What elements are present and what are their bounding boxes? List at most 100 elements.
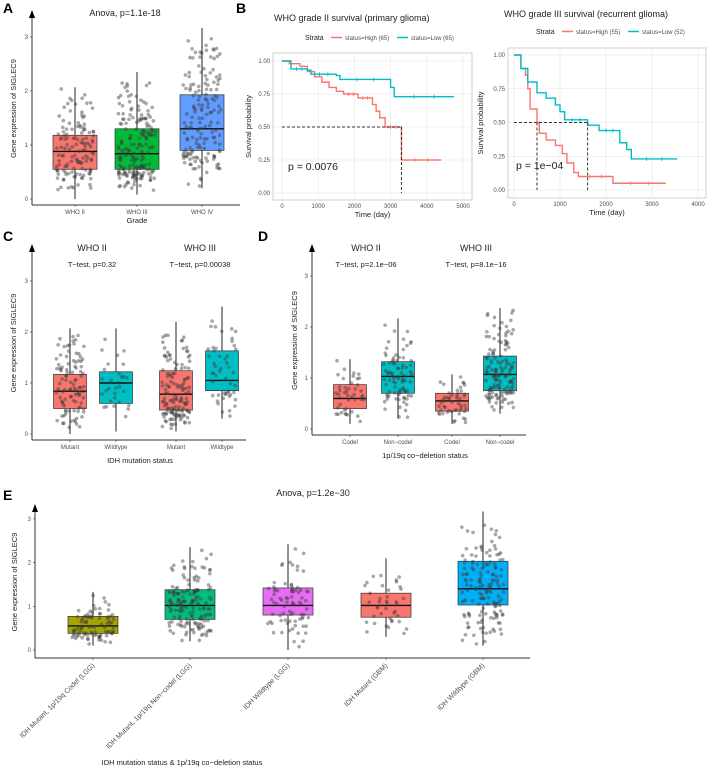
data-point xyxy=(203,73,208,78)
data-point xyxy=(191,104,196,108)
data-point xyxy=(455,396,459,400)
data-point xyxy=(408,379,413,384)
data-point xyxy=(90,616,94,620)
data-point xyxy=(384,599,389,604)
data-point xyxy=(89,630,94,635)
data-point xyxy=(82,344,86,349)
data-point xyxy=(452,420,456,424)
data-point xyxy=(60,377,64,381)
data-point xyxy=(473,585,478,590)
data-point xyxy=(93,630,97,634)
data-point xyxy=(502,387,507,391)
data-point xyxy=(506,345,511,350)
y-tick-label: 0.50 xyxy=(493,121,505,127)
data-point xyxy=(67,409,72,413)
data-point xyxy=(199,614,204,618)
data-point xyxy=(178,601,183,606)
data-point xyxy=(493,356,497,360)
data-point xyxy=(442,398,446,403)
data-point xyxy=(474,642,479,646)
data-point xyxy=(110,629,115,633)
data-point xyxy=(84,154,88,158)
data-point xyxy=(173,367,178,371)
data-point xyxy=(195,623,199,627)
data-point xyxy=(83,614,88,618)
data-point xyxy=(458,403,463,408)
data-point xyxy=(283,581,288,586)
data-point xyxy=(458,375,463,379)
data-point xyxy=(463,578,467,582)
data-point xyxy=(471,559,475,564)
data-point xyxy=(113,396,117,400)
data-point xyxy=(113,391,117,396)
data-point xyxy=(185,349,190,354)
data-point xyxy=(99,638,104,643)
data-point xyxy=(225,361,229,365)
data-point xyxy=(180,589,185,594)
data-point xyxy=(172,413,177,417)
data-point xyxy=(181,346,186,351)
data-point xyxy=(355,376,360,381)
y-tick-label: 3 xyxy=(305,274,309,280)
y-tick-label: 1 xyxy=(28,604,32,610)
data-point xyxy=(204,48,209,53)
data-point xyxy=(192,590,197,594)
data-point xyxy=(291,589,296,594)
data-point xyxy=(61,421,66,426)
data-point xyxy=(54,167,59,171)
x-tick-label: 5000 xyxy=(456,204,470,210)
data-point xyxy=(164,411,168,416)
data-point xyxy=(206,607,210,611)
data-point xyxy=(499,391,504,395)
data-point xyxy=(212,135,217,140)
data-point xyxy=(169,417,174,421)
data-point xyxy=(392,376,396,381)
data-point xyxy=(135,165,140,169)
data-point xyxy=(179,606,184,611)
data-point xyxy=(117,152,122,156)
data-point xyxy=(211,47,215,51)
data-point xyxy=(163,391,168,396)
data-point xyxy=(73,364,77,369)
data-point xyxy=(190,598,195,603)
data-point xyxy=(160,399,165,404)
data-point xyxy=(134,94,139,99)
data-point xyxy=(57,162,62,167)
x-axis-title: Grade xyxy=(127,216,148,225)
box-group xyxy=(333,358,367,424)
y-tick-label: 0.00 xyxy=(493,188,505,194)
data-point xyxy=(76,359,81,363)
data-point xyxy=(439,400,444,405)
data-point xyxy=(126,149,131,154)
data-point xyxy=(378,596,382,601)
data-point xyxy=(152,176,157,181)
data-point xyxy=(272,580,277,585)
data-point xyxy=(338,396,342,400)
data-point xyxy=(165,358,170,363)
data-point xyxy=(386,339,391,344)
data-point xyxy=(394,353,398,357)
data-point xyxy=(186,182,191,187)
data-point xyxy=(401,596,406,601)
data-point xyxy=(509,364,514,369)
data-point xyxy=(81,389,85,394)
data-point xyxy=(266,621,270,626)
data-point xyxy=(189,125,194,129)
data-point xyxy=(63,137,67,142)
data-point xyxy=(344,389,349,394)
box xyxy=(205,350,239,391)
data-point xyxy=(204,556,209,561)
data-point xyxy=(272,592,276,597)
data-point xyxy=(122,349,126,353)
data-point xyxy=(345,413,350,417)
data-point xyxy=(186,366,191,371)
data-point xyxy=(453,418,457,423)
data-point xyxy=(484,562,489,566)
data-point xyxy=(187,359,192,363)
data-point xyxy=(59,87,64,91)
data-point xyxy=(196,145,200,150)
data-point xyxy=(197,102,201,107)
data-point xyxy=(144,116,148,121)
data-point xyxy=(121,167,125,172)
data-point xyxy=(508,391,513,396)
